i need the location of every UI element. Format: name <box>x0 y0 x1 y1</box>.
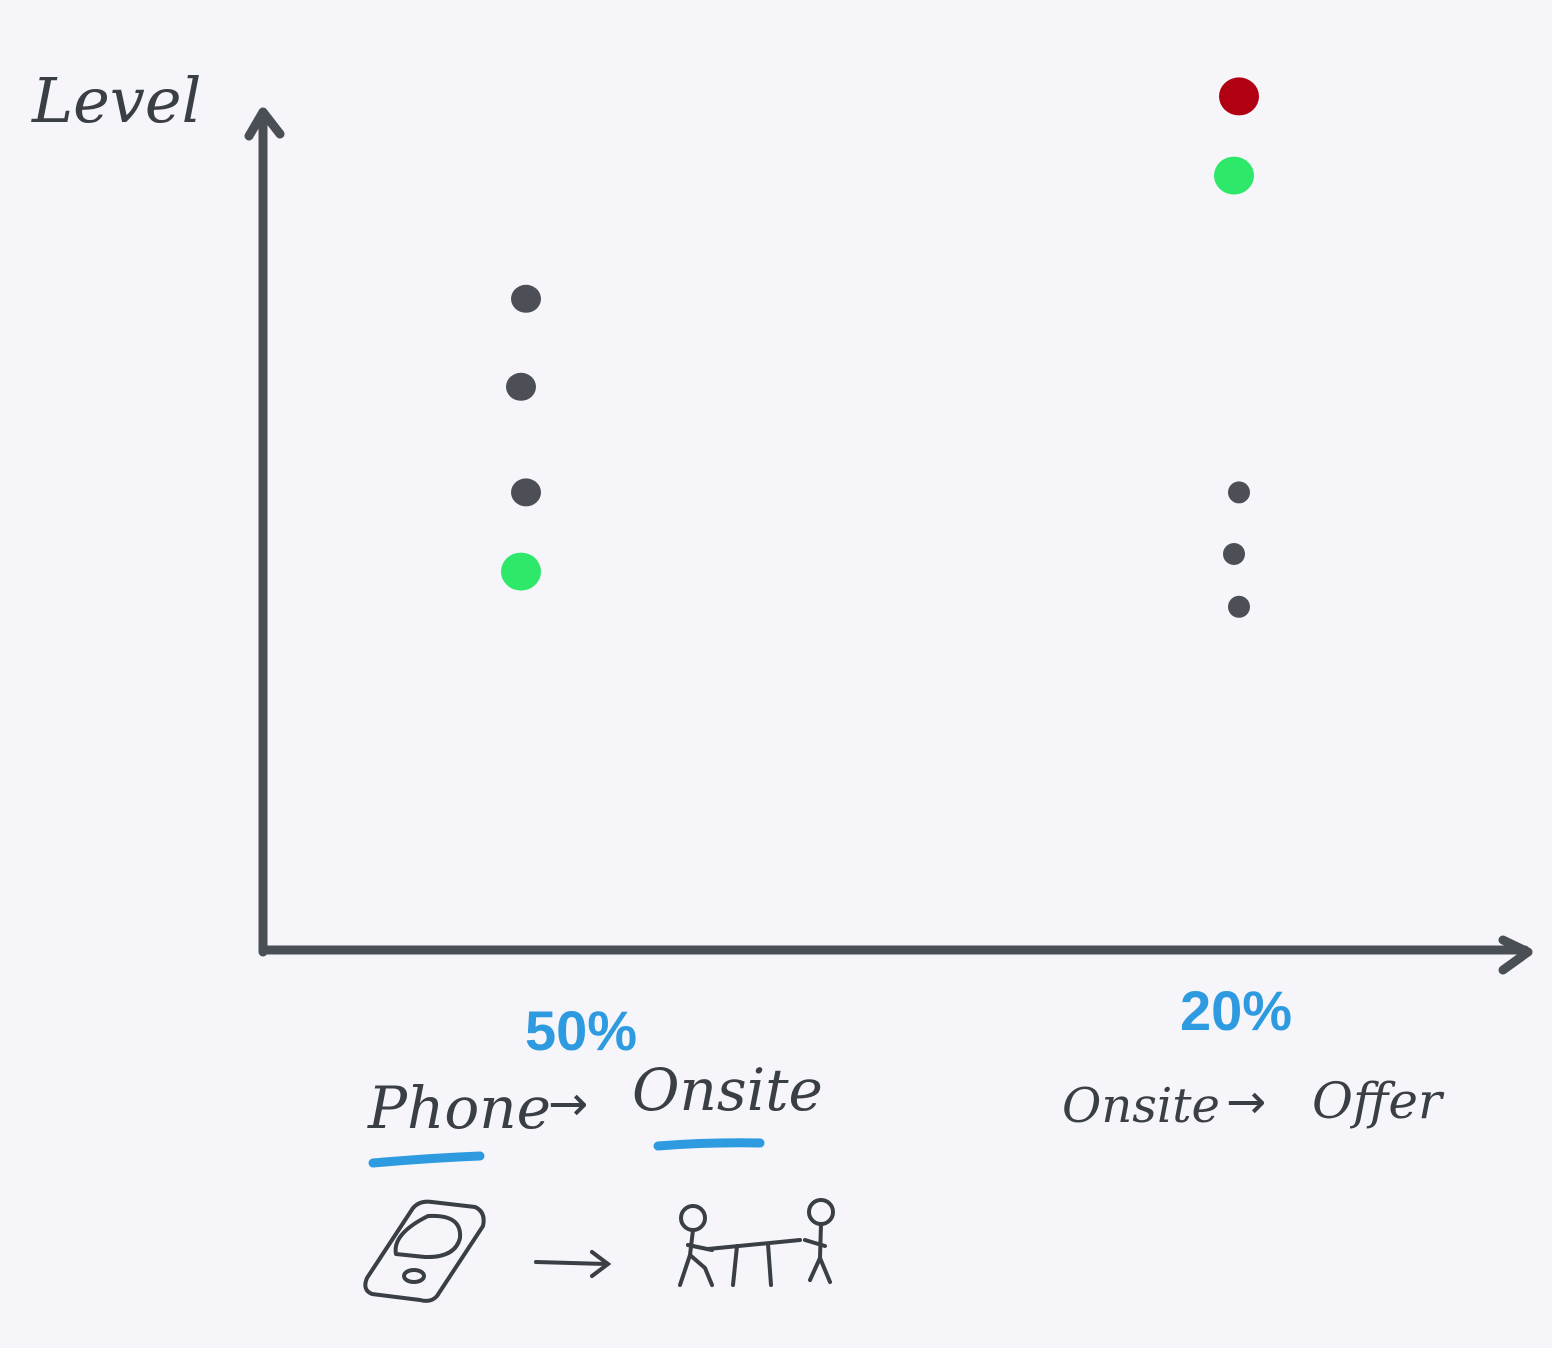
level-dot-dark <box>1228 595 1250 618</box>
arrow-onsite-to-offer: → <box>1226 1074 1266 1130</box>
level-dot-dark <box>1223 543 1245 565</box>
stage-to-offer: Offer <box>1312 1072 1445 1130</box>
x-axis-arrowhead <box>1498 935 1533 975</box>
phone-icon <box>363 1199 486 1303</box>
stage-to-onsite: Onsite <box>632 1056 823 1124</box>
axes <box>244 107 1533 975</box>
rate-label-onsite-offer: 20% <box>1180 979 1292 1042</box>
y-axis-arrowhead <box>244 107 285 141</box>
stage-from-phone: Phone <box>367 1074 551 1142</box>
level-dot-dark <box>511 478 541 507</box>
level-dot-dark <box>506 372 536 401</box>
y-axis-label: Level <box>31 64 201 137</box>
level-dot-green <box>501 552 541 591</box>
underline-phone <box>368 1151 485 1168</box>
rate-label-phone-onsite: 50% <box>525 999 637 1062</box>
onsite-interview-icon <box>678 1198 835 1287</box>
level-dot-red <box>1219 77 1259 116</box>
level-dot-green <box>1214 156 1254 195</box>
level-dots <box>501 77 1259 618</box>
stage-from-onsite: Onsite <box>1062 1078 1220 1134</box>
level-dot-dark <box>1228 481 1250 504</box>
underline-onsite <box>653 1138 765 1151</box>
level-dot-dark <box>511 284 541 313</box>
arrow-phone-to-onsite: → <box>548 1076 588 1132</box>
arrow-icon-phone-to-onsite <box>534 1250 612 1278</box>
